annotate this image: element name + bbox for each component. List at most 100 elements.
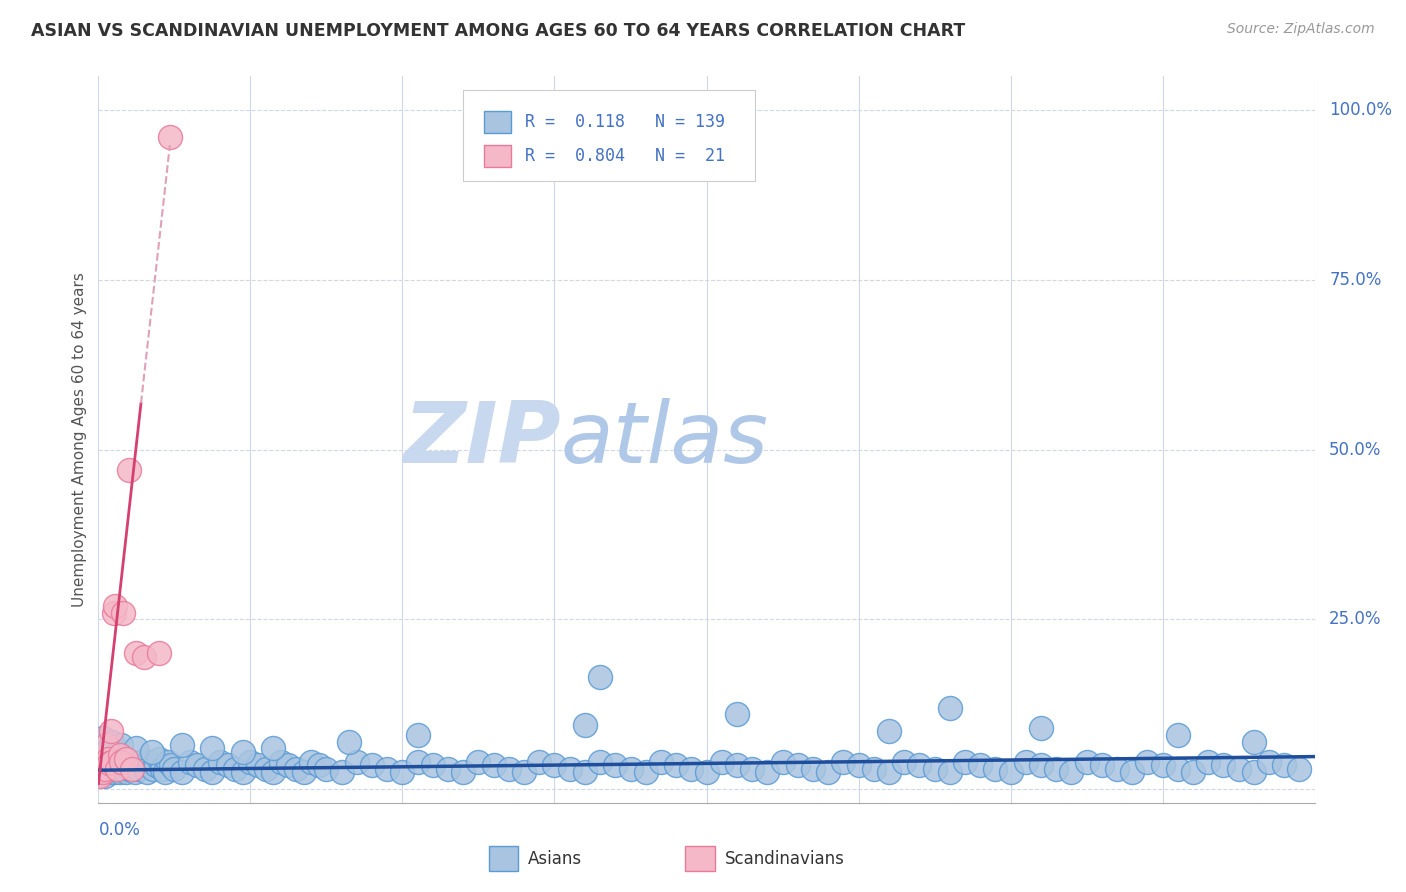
Point <box>110 738 132 752</box>
Point <box>107 755 129 769</box>
Point <box>159 130 181 145</box>
Point <box>772 755 794 769</box>
Point <box>141 745 163 759</box>
Text: ZIP: ZIP <box>404 398 561 481</box>
Point <box>756 765 779 780</box>
Point <box>262 765 284 780</box>
Point <box>299 755 322 769</box>
Point <box>91 765 114 780</box>
Point <box>217 758 239 772</box>
Point <box>118 762 141 776</box>
Point <box>89 769 111 783</box>
Point <box>104 599 127 613</box>
Point <box>969 758 991 772</box>
Point <box>1060 765 1083 780</box>
Point <box>148 751 170 765</box>
Point <box>893 755 915 769</box>
Point <box>1212 758 1234 772</box>
Point <box>406 755 429 769</box>
Point <box>453 765 475 780</box>
Text: 25.0%: 25.0% <box>1329 610 1382 628</box>
Point <box>589 755 612 769</box>
Point <box>157 755 180 769</box>
Point <box>1288 762 1310 776</box>
Point <box>186 758 208 772</box>
Point <box>786 758 808 772</box>
Point <box>984 762 1007 776</box>
Point <box>150 762 173 776</box>
Point <box>558 762 581 776</box>
Text: 50.0%: 50.0% <box>1329 441 1382 458</box>
Point <box>862 762 884 776</box>
Y-axis label: Unemployment Among Ages 60 to 64 years: Unemployment Among Ages 60 to 64 years <box>72 272 87 607</box>
Point <box>145 758 167 772</box>
Point <box>1197 755 1219 769</box>
Point <box>650 755 672 769</box>
Point <box>1015 755 1038 769</box>
Point <box>877 724 900 739</box>
Point <box>1029 721 1052 735</box>
Point <box>132 758 155 772</box>
Text: Source: ZipAtlas.com: Source: ZipAtlas.com <box>1227 22 1375 37</box>
Text: 0.0%: 0.0% <box>98 821 141 839</box>
Point <box>482 758 505 772</box>
Point <box>589 670 612 684</box>
Point <box>801 762 824 776</box>
Point <box>111 762 134 776</box>
Point <box>139 755 162 769</box>
Point <box>406 728 429 742</box>
Point <box>908 758 931 772</box>
Point <box>89 758 111 772</box>
Point <box>665 758 688 772</box>
Point <box>741 762 763 776</box>
Point <box>104 765 127 780</box>
Point <box>1182 765 1205 780</box>
Point <box>112 755 135 769</box>
Point <box>832 755 855 769</box>
Point <box>1243 734 1265 748</box>
Point <box>101 755 124 769</box>
FancyBboxPatch shape <box>686 847 716 871</box>
Point <box>939 765 962 780</box>
Point <box>605 758 627 772</box>
Point <box>124 765 146 780</box>
Point <box>239 755 262 769</box>
Point <box>877 765 900 780</box>
Point <box>619 762 641 776</box>
Point <box>91 731 114 746</box>
Point <box>125 646 148 660</box>
Point <box>1105 762 1128 776</box>
Point <box>142 762 165 776</box>
Text: Scandinavians: Scandinavians <box>725 849 845 868</box>
Point <box>100 765 122 780</box>
Point <box>103 762 125 776</box>
Point <box>163 762 186 776</box>
Point <box>422 758 444 772</box>
Text: 100.0%: 100.0% <box>1329 101 1392 119</box>
Point <box>375 762 398 776</box>
Point <box>94 755 117 769</box>
Point <box>93 769 115 783</box>
Point <box>96 762 118 776</box>
Point <box>513 765 536 780</box>
FancyBboxPatch shape <box>464 90 755 181</box>
Point <box>817 765 839 780</box>
Point <box>108 765 131 780</box>
Point <box>129 755 152 769</box>
Point <box>1121 765 1143 780</box>
Point <box>725 758 748 772</box>
Point <box>330 765 353 780</box>
Point <box>136 765 159 780</box>
Point <box>103 606 125 620</box>
Point <box>696 765 718 780</box>
Point <box>574 765 596 780</box>
Point <box>160 758 183 772</box>
Point <box>94 738 117 752</box>
Point <box>247 758 270 772</box>
Point <box>1045 762 1067 776</box>
Point <box>1136 755 1159 769</box>
Point <box>114 751 136 765</box>
FancyBboxPatch shape <box>489 847 517 871</box>
Text: Asians: Asians <box>529 849 582 868</box>
Point <box>498 762 520 776</box>
